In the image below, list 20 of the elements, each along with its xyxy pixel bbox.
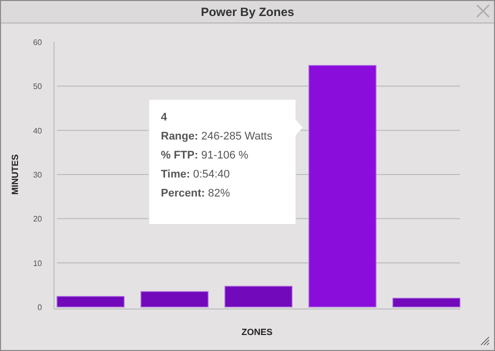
y-tick-label: 50 [33, 82, 43, 92]
annotation: Range: 246-285 Watts [160, 130, 273, 142]
annotation: 4 [160, 111, 168, 124]
y-tick-label: 60 [33, 38, 43, 47]
y-tick-label: 0 [38, 303, 43, 312]
y-tick-label: 20 [33, 214, 43, 224]
y-tick-label: 40 [33, 126, 43, 136]
y-tick-label: 30 [33, 170, 43, 180]
annotation: % FTP: 91-106 % [160, 149, 249, 162]
bar [308, 65, 376, 308]
bar [56, 296, 125, 308]
bar [392, 298, 460, 308]
bar [140, 291, 209, 308]
x-axis-title: ZONES [241, 327, 273, 337]
y-axis-title: MINUTES [10, 154, 20, 195]
bar [224, 286, 292, 308]
annotation: Time: 0:54:40 [160, 168, 230, 180]
annotation: Percent: 82% [160, 187, 230, 200]
y-tick-label: 10 [33, 258, 43, 268]
chart-title: Power By Zones [200, 5, 295, 19]
